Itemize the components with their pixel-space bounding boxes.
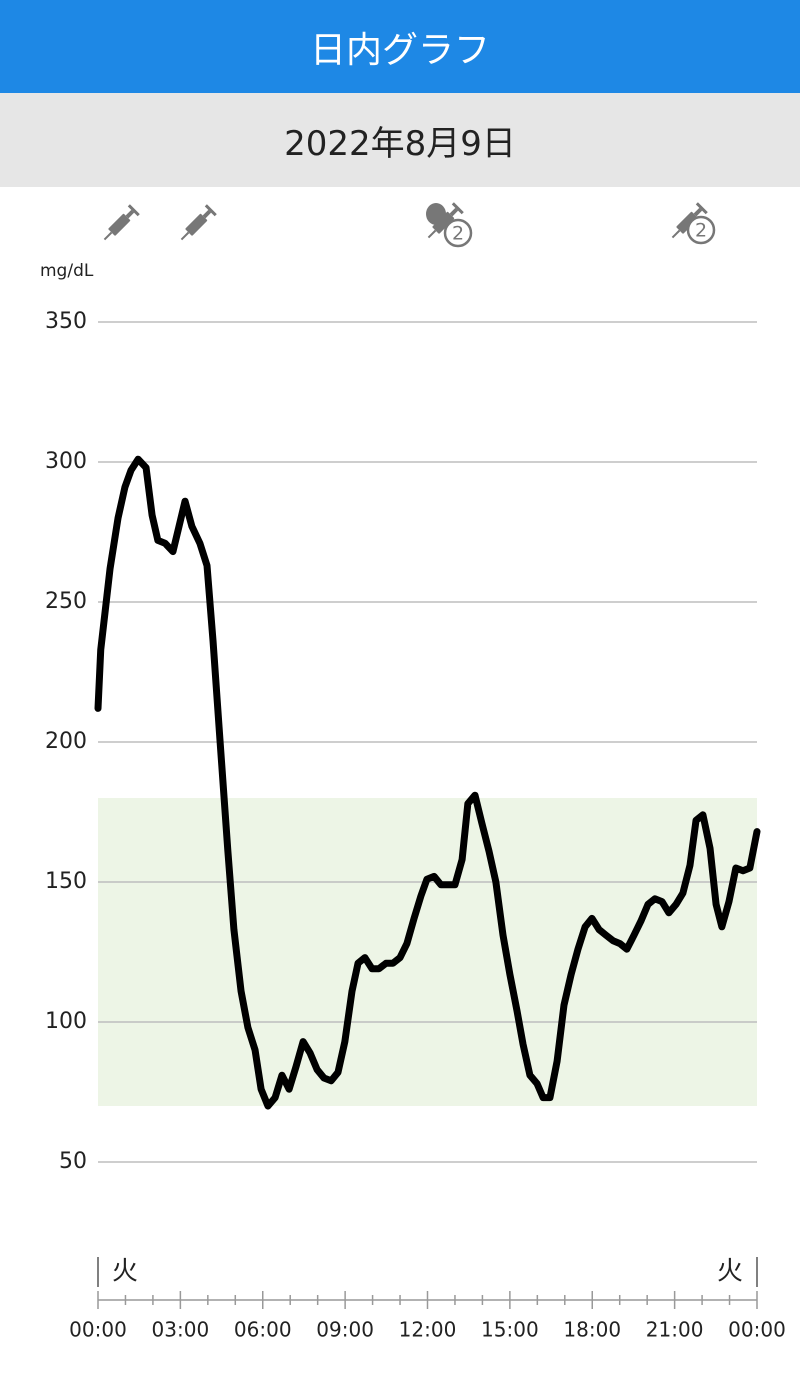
- y-tick-label: 200: [45, 729, 87, 754]
- y-tick-label: 50: [59, 1149, 87, 1174]
- syringe-icon: [180, 204, 217, 241]
- badge: [686, 215, 716, 245]
- y-tick-label: 250: [45, 589, 87, 614]
- day-label: 火: [717, 1257, 743, 1287]
- x-tick-label: 15:00: [481, 1318, 539, 1342]
- y-tick-label: 100: [45, 1009, 87, 1034]
- date-label[interactable]: 2022年8月9日: [0, 93, 800, 187]
- x-tick-label: 00:00: [728, 1318, 786, 1342]
- y-unit: mg/dL: [40, 261, 94, 281]
- y-tick-label: 300: [45, 449, 87, 474]
- glucose-line: [94, 455, 761, 1110]
- header-title: 日内グラフ: [0, 0, 800, 93]
- syringe-icon: [103, 204, 140, 241]
- badge-text: 2: [452, 223, 464, 245]
- x-tick-label: 12:00: [399, 1318, 457, 1342]
- event-icons: 2 2: [103, 202, 716, 248]
- y-tick-label: 350: [45, 309, 87, 334]
- target-range: [98, 798, 757, 1106]
- x-tick-label: 00:00: [69, 1318, 127, 1342]
- x-tick-label: 09:00: [316, 1318, 374, 1342]
- day-label: 火: [112, 1257, 138, 1287]
- y-tick-label: 150: [45, 869, 87, 894]
- badge: [443, 218, 473, 248]
- meal-syringe-icon: [426, 202, 464, 239]
- x-tick-label: 03:00: [152, 1318, 210, 1342]
- chart: 2 2 mg/dL 50 100 150 200 250 300 350 00:00 03:00…: [40, 202, 786, 1342]
- syringe-icon: [671, 202, 708, 239]
- x-tick-label: 18:00: [563, 1318, 621, 1342]
- x-tick-label: 06:00: [234, 1318, 292, 1342]
- x-tick-label: 21:00: [646, 1318, 704, 1342]
- badge-text: 2: [695, 220, 707, 242]
